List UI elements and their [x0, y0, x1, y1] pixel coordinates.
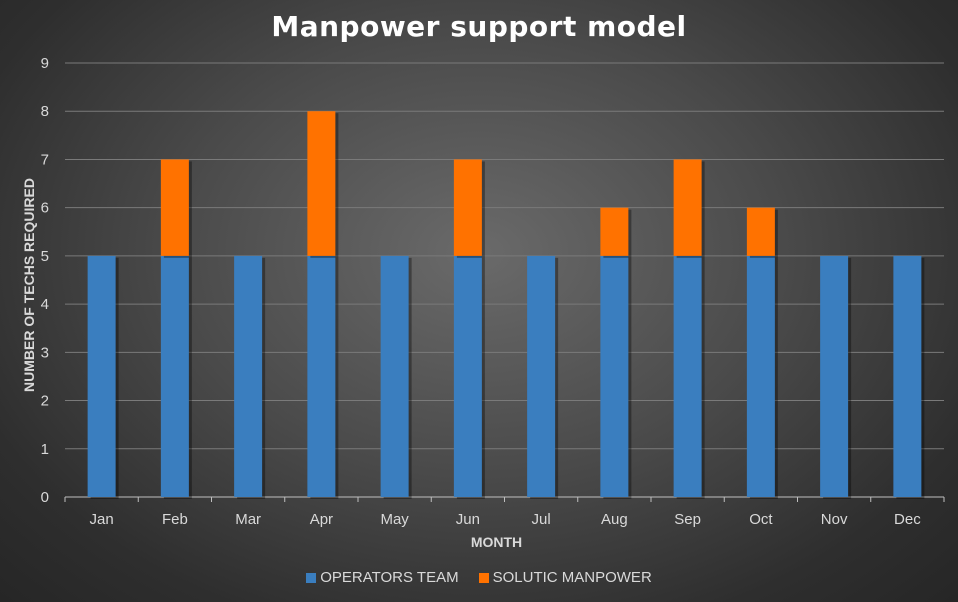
y-tick-label: 8	[41, 103, 49, 120]
bar-solutic-manpower-jun	[453, 159, 482, 256]
bar-solutic-manpower-feb	[160, 159, 189, 256]
legend-item-solutic-manpower: SOLUTIC MANPOWER	[478, 569, 652, 586]
y-tick-label: 1	[41, 441, 49, 458]
bar-solutic-manpower-aug	[600, 207, 629, 256]
bar-solutic-manpower-apr	[307, 111, 336, 256]
x-tick-label: Jan	[90, 511, 114, 528]
legend-item-operators-team: OPERATORS TEAM	[306, 569, 459, 586]
bar-operators-team-dec	[893, 255, 922, 497]
y-tick-label: 2	[41, 393, 49, 410]
legend-swatch	[306, 572, 317, 583]
chart-title: Manpower support model	[271, 10, 687, 43]
legend-label: SOLUTIC MANPOWER	[492, 569, 652, 586]
x-tick-label: Dec	[894, 511, 921, 528]
legend-label: OPERATORS TEAM	[320, 569, 459, 586]
x-tick-label: Mar	[235, 511, 261, 528]
x-axis-title: MONTH	[471, 534, 522, 550]
bar-operators-team-jul	[527, 255, 556, 497]
x-tick-label: Jul	[532, 511, 551, 528]
bar-solutic-manpower-oct	[746, 207, 775, 256]
x-tick-label: Nov	[821, 511, 848, 528]
bar-operators-team-may	[380, 255, 409, 497]
y-tick-label: 5	[41, 248, 49, 265]
x-tick-label: Feb	[162, 511, 188, 528]
y-axis-title: NUMBER OF TECHS REQUIRED	[21, 178, 37, 392]
bar-operators-team-aug	[600, 255, 629, 497]
bar-operators-team-apr	[307, 255, 336, 497]
bar-operators-team-feb	[160, 255, 189, 497]
bar-operators-team-mar	[234, 255, 263, 497]
y-tick-label: 9	[41, 55, 49, 72]
bar-operators-team-jun	[453, 255, 482, 497]
x-tick-label: Apr	[310, 511, 333, 528]
x-tick-label: Jun	[456, 511, 480, 528]
y-tick-label: 6	[41, 200, 49, 217]
bar-operators-team-nov	[820, 255, 849, 497]
legend: OPERATORS TEAM SOLUTIC MANPOWER	[0, 569, 958, 586]
legend-swatch	[478, 572, 489, 583]
y-tick-label: 3	[41, 344, 49, 361]
y-tick-label: 0	[41, 489, 49, 506]
y-tick-label: 4	[41, 296, 49, 313]
x-tick-label: Oct	[749, 511, 773, 528]
bar-operators-team-jan	[87, 255, 116, 497]
x-tick-label: May	[380, 511, 409, 528]
bar-operators-team-oct	[746, 255, 775, 497]
x-tick-label: Sep	[674, 511, 701, 528]
y-tick-label: 7	[41, 151, 49, 168]
bar-solutic-manpower-sep	[673, 159, 702, 256]
x-tick-label: Aug	[601, 511, 628, 528]
bar-operators-team-sep	[673, 255, 702, 497]
